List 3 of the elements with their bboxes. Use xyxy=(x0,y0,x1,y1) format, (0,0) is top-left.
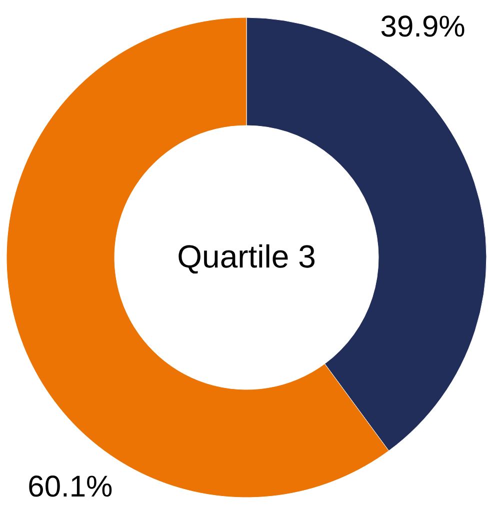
text: Quartile 3 xyxy=(177,238,316,274)
data-label: 39.9% xyxy=(380,10,466,44)
data-label: 60.1% xyxy=(28,470,113,504)
